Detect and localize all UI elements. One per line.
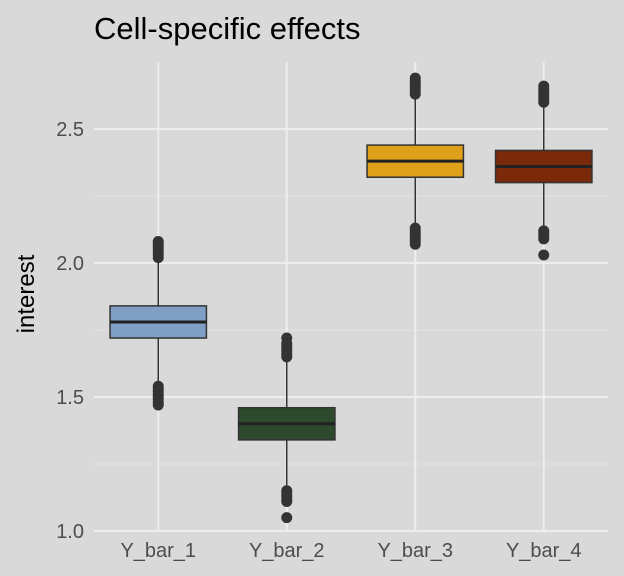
- outlier-point: [152, 236, 164, 248]
- boxes: [109, 72, 593, 524]
- outlier-point: [281, 485, 293, 497]
- outlier-point: [538, 225, 550, 237]
- y-axis-title: interest: [13, 254, 40, 333]
- outlier-point: [152, 380, 164, 392]
- outlier-point: [538, 80, 550, 92]
- outlier-point: [281, 332, 293, 344]
- box-Y_bar_2: [237, 332, 336, 524]
- x-tick-label: Y_bar_2: [249, 540, 325, 562]
- tick-labels: 1.0 1.5 2.0 2.5 Y_bar_1 Y_bar_2 Y_bar_3 Y_bar_4: [56, 119, 581, 562]
- y-tick-label: 1.0: [56, 521, 84, 543]
- x-tick-label: Y_bar_4: [506, 540, 582, 562]
- y-tick-label: 2.5: [56, 119, 84, 141]
- outlier-point: [409, 222, 421, 234]
- x-tick-label: Y_bar_1: [120, 540, 196, 562]
- x-tick-label: Y_bar_3: [377, 540, 453, 562]
- box-Y_bar_1: [109, 236, 208, 411]
- outlier-point: [281, 512, 293, 524]
- outlier-point: [538, 249, 550, 261]
- chart-title: Cell-specific effects: [94, 11, 360, 46]
- y-tick-label: 2.0: [56, 253, 84, 275]
- box-Y_bar_4: [494, 80, 593, 261]
- outlier-point: [409, 72, 421, 84]
- y-tick-label: 1.5: [56, 387, 84, 409]
- box-Y_bar_3: [366, 72, 465, 250]
